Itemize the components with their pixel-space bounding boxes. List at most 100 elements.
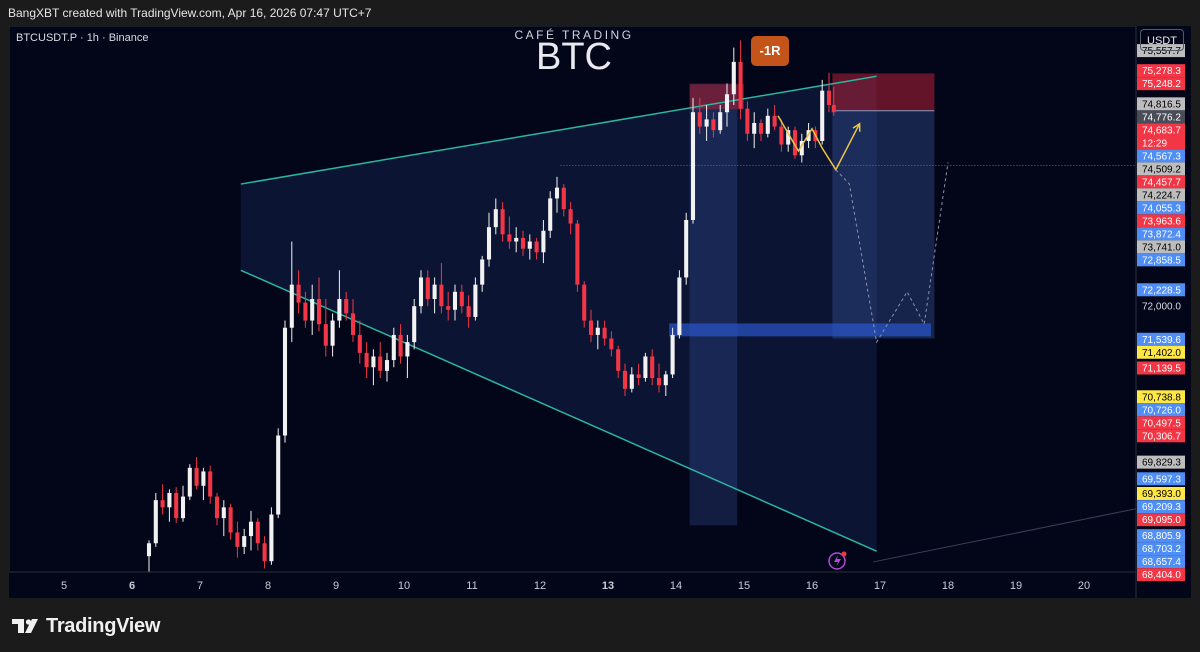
candle-body (514, 237, 519, 242)
candle-body (276, 435, 281, 515)
candle-body (235, 532, 240, 547)
candle-body (534, 241, 539, 253)
price-label: 69,209.3 (1142, 502, 1181, 513)
candle-body (405, 342, 410, 357)
candle-body (180, 496, 186, 519)
candle-body (554, 187, 560, 199)
candle-body (588, 320, 594, 335)
candle-body (792, 130, 798, 156)
candle-body (364, 352, 369, 368)
price-label-bg (1137, 123, 1185, 150)
price-label-bg (1137, 568, 1185, 582)
price-label-bg (1137, 214, 1185, 228)
channel-upper-line (240, 75, 877, 185)
candle-body (731, 61, 736, 95)
x-tick-label: 9 (333, 580, 339, 592)
price-label-bg (1137, 429, 1185, 443)
candle-body (718, 112, 723, 131)
x-tick-label: 11 (466, 580, 477, 592)
price-label: 70,738.8 (1142, 392, 1181, 403)
projection-path (777, 115, 861, 172)
candle-body (446, 306, 451, 310)
vertical-band (689, 83, 738, 526)
tradingview-logo-icon (12, 619, 38, 633)
candle-body (500, 209, 505, 235)
price-label-bg (1137, 361, 1185, 375)
candle-body (248, 521, 254, 537)
price-label: 72,228.5 (1142, 285, 1181, 296)
x-tick-label: 5 (61, 580, 67, 592)
candle-body (282, 327, 288, 436)
currency-button[interactable]: USDT (1140, 29, 1184, 51)
price-label: 69,393.0 (1142, 489, 1181, 500)
price-label-bg (1137, 332, 1185, 346)
price-label: 73,963.6 (1142, 216, 1181, 227)
x-tick-label: 17 (874, 580, 886, 592)
price-label: 68,404.0 (1142, 570, 1181, 581)
candle-body (738, 61, 743, 109)
price-label-bg (1137, 455, 1185, 469)
candle-body (826, 90, 832, 106)
risk-reward-badge: -1R (751, 36, 789, 66)
candle-body (310, 299, 315, 321)
price-label-bg (1137, 64, 1185, 78)
price-label-bg (1137, 240, 1185, 254)
price-label-bg (1137, 486, 1185, 500)
x-tick-label: 12 (534, 580, 546, 592)
candle-body (330, 320, 335, 346)
candle-body (724, 94, 730, 113)
price-label: 72,858.5 (1142, 255, 1181, 266)
candle-body (452, 291, 458, 310)
candle-body (269, 514, 274, 562)
candle-body (208, 471, 213, 497)
candle-body (473, 284, 478, 317)
candle-body (507, 234, 512, 242)
price-label: 74,457.7 (1142, 177, 1181, 188)
price-label-bg (1137, 175, 1185, 189)
candle-body (568, 209, 573, 224)
candle-body (221, 507, 226, 519)
price-label: 68,657.4 (1142, 557, 1181, 568)
candle-body (786, 130, 791, 145)
symbol-label[interactable]: BTCUSDT.P · 1h · Binance (16, 32, 149, 44)
price-label: 73,872.4 (1142, 229, 1181, 240)
candle-body (337, 299, 342, 321)
candle-body (242, 536, 247, 547)
candle-body (316, 299, 322, 325)
candle-body (391, 334, 396, 361)
candle-body (548, 198, 553, 231)
candle-body (357, 334, 362, 353)
candle-body (711, 119, 716, 131)
projection-arrowhead (852, 122, 861, 132)
candle-body (527, 241, 532, 249)
price-label: 74,567.3 (1142, 151, 1181, 162)
x-tick-label: 7 (197, 580, 203, 592)
faint-trendline (873, 508, 1137, 563)
candle-body (609, 338, 614, 350)
candle-body (622, 370, 628, 389)
candle-body (289, 284, 294, 328)
candle-body (350, 313, 356, 335)
price-label: 75,278.3 (1142, 66, 1181, 77)
price-label: 74,776.2 (1142, 112, 1181, 123)
candle-body (779, 126, 784, 145)
chart-area[interactable]: 5 6 7 8 9 10 11 12 13 14 15 16 17 18 19 20 75,557.7 75,27… (9, 26, 1191, 598)
projection-dashed-path (835, 162, 949, 344)
price-label: 75,557.7 (1142, 46, 1181, 57)
candle-body (582, 284, 587, 321)
price-chart[interactable]: 5 6 7 8 9 10 11 12 13 14 15 16 17 18 19 20 75,557.7 75,27… (9, 26, 1191, 598)
price-label-bg (1137, 97, 1185, 111)
candle-body (439, 284, 444, 307)
candle-body (758, 122, 764, 134)
x-tick-label: 6 (129, 580, 135, 592)
price-label: 71,402.0 (1142, 348, 1181, 359)
candle-body (378, 356, 383, 371)
price-label-bg (1137, 416, 1185, 430)
price-label-bg (1137, 390, 1185, 404)
candle-body (459, 291, 464, 307)
price-label: 74,816.5 (1142, 99, 1181, 110)
candle-body (425, 277, 430, 299)
channel-fill (240, 76, 877, 552)
price-label-bg (1137, 542, 1185, 556)
alert-icon (828, 552, 846, 570)
